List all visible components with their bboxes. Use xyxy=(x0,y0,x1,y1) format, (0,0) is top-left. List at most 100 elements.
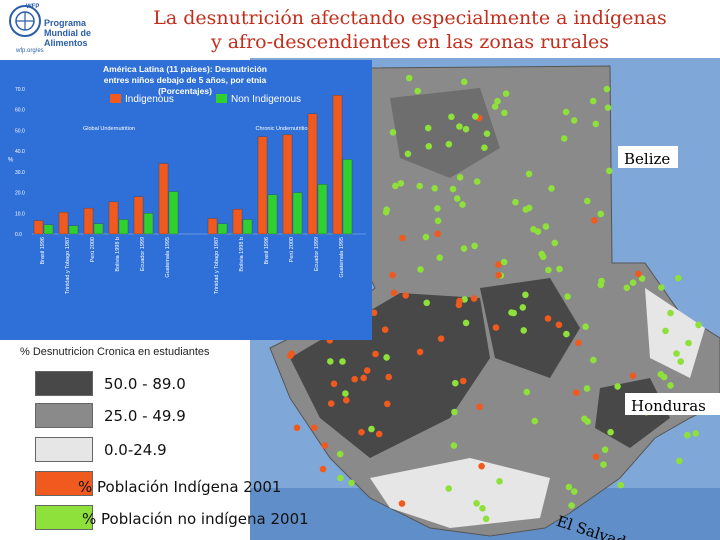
indigenous-marker xyxy=(372,350,379,358)
non-indigenous-marker xyxy=(530,226,537,233)
logo-url: wfp.org/es xyxy=(16,48,44,54)
y-tick-label: 70.0 xyxy=(15,87,25,93)
non-indigenous-marker xyxy=(657,371,665,378)
non-indigenous-marker xyxy=(538,250,545,258)
legend-title: % Desnutricion Cronica en estudiantes xyxy=(20,346,210,358)
indigenous-marker xyxy=(476,403,483,411)
x-category-label: Ecuador 1999 xyxy=(140,237,146,271)
non-indigenous-marker xyxy=(491,103,499,110)
legend-swatch-indigenous xyxy=(35,471,93,496)
indigenous-marker xyxy=(459,377,467,385)
indigenous-marker xyxy=(416,348,424,356)
non-indigenous-marker xyxy=(510,309,517,317)
non-indigenous-marker xyxy=(448,113,455,121)
non-indigenous-marker xyxy=(452,379,459,387)
non-indigenous-marker xyxy=(336,450,344,458)
non-indigenous-marker xyxy=(460,78,468,86)
non-indigenous-marker xyxy=(431,185,438,192)
non-indigenous-marker xyxy=(456,174,464,181)
indigenous-marker xyxy=(330,380,338,388)
x-category-label: Guatemala 1995 xyxy=(339,237,345,278)
x-category-label: Brasil 1996 xyxy=(40,237,46,265)
bar-non-indigenous xyxy=(217,223,228,235)
bar-indigenous xyxy=(307,113,318,235)
non-indigenous-marker xyxy=(462,125,470,133)
bar-non-indigenous xyxy=(93,223,104,235)
non-indigenous-marker xyxy=(520,327,527,334)
non-indigenous-marker xyxy=(685,339,692,347)
indigenous-marker xyxy=(592,453,600,461)
y-tick-label: 30.0 xyxy=(15,170,25,176)
chart-title-line: América Latina (11 países): Desnutrición xyxy=(103,64,267,74)
indigenous-marker xyxy=(370,309,378,317)
indigenous-marker xyxy=(390,289,398,297)
non-indigenous-marker xyxy=(606,167,613,175)
non-indigenous-marker xyxy=(416,182,423,190)
non-indigenous-marker xyxy=(570,117,578,124)
indigenous-marker xyxy=(544,315,552,322)
bar-non-indigenous xyxy=(43,224,54,235)
non-indigenous-marker xyxy=(383,354,390,361)
legend-label-high: 50.0 - 89.0 xyxy=(104,375,186,393)
indigenous-marker xyxy=(375,430,383,438)
non-indigenous-marker xyxy=(597,281,605,289)
non-indigenous-marker xyxy=(519,304,527,311)
non-indigenous-marker xyxy=(482,515,490,523)
indigenous-marker xyxy=(456,297,463,305)
non-indigenous-marker xyxy=(568,502,575,509)
indigenous-marker xyxy=(293,424,301,432)
non-indigenous-marker xyxy=(667,309,674,317)
bar-indigenous xyxy=(33,220,44,235)
non-indigenous-marker xyxy=(564,293,571,300)
non-indigenous-marker xyxy=(565,483,573,491)
non-indigenous-marker xyxy=(522,291,529,299)
non-indigenous-marker xyxy=(382,208,390,216)
non-indigenous-marker xyxy=(494,97,501,105)
x-category-label: Trinidad y Tobago 1987 xyxy=(214,237,220,294)
legend-swatch-low xyxy=(35,437,93,462)
chart-legend-swatch-non-indigenous xyxy=(216,94,227,103)
non-indigenous-marker xyxy=(456,123,463,130)
non-indigenous-marker xyxy=(562,108,570,116)
place-belize: Belize xyxy=(624,150,671,168)
bar-indigenous xyxy=(207,218,218,235)
indigenous-marker xyxy=(437,335,445,343)
non-indigenous-marker xyxy=(667,382,674,389)
non-indigenous-marker xyxy=(597,210,605,218)
chart-legend-swatch-indigenous xyxy=(110,94,121,103)
x-category-label: Guatemala 1995 xyxy=(165,237,171,278)
non-indigenous-marker xyxy=(629,279,637,286)
chart-group-label: Chronic Undernutrition xyxy=(255,126,310,132)
non-indigenous-marker xyxy=(614,383,621,390)
indigenous-marker xyxy=(470,295,478,302)
non-indigenous-marker xyxy=(422,233,430,241)
non-indigenous-marker xyxy=(590,356,597,364)
non-indigenous-marker xyxy=(368,425,375,433)
bar-non-indigenous xyxy=(292,192,303,235)
non-indigenous-marker xyxy=(592,120,600,128)
logo-line-3: Alimentos xyxy=(44,38,88,48)
bar-indigenous xyxy=(58,212,69,235)
indigenous-marker xyxy=(327,400,335,407)
non-indigenous-marker xyxy=(607,428,614,436)
y-tick-label: 60.0 xyxy=(15,108,25,114)
non-indigenous-marker xyxy=(584,197,591,205)
legend-label-non-indigenous: % Población no indígena 2001 xyxy=(82,510,309,528)
non-indigenous-marker xyxy=(389,129,397,136)
logo-acronym: WFP xyxy=(26,4,40,10)
indigenous-marker xyxy=(573,389,580,397)
bar-non-indigenous xyxy=(68,225,79,235)
non-indigenous-marker xyxy=(560,135,568,142)
bar-non-indigenous xyxy=(118,219,129,235)
non-indigenous-marker xyxy=(496,478,503,485)
non-indigenous-marker xyxy=(617,481,624,489)
non-indigenous-marker xyxy=(414,87,421,95)
bar-indigenous xyxy=(282,134,293,235)
non-indigenous-marker xyxy=(405,74,413,82)
non-indigenous-marker xyxy=(600,461,607,468)
chart-title-line: entres niños debajo de 5 años, por etnia xyxy=(104,75,267,85)
y-tick-label: 20.0 xyxy=(15,191,25,197)
chart-legend-indigenous: Indigenous xyxy=(125,94,174,105)
honduras-label-box xyxy=(625,393,720,415)
legend-swatch-mid xyxy=(35,403,93,428)
